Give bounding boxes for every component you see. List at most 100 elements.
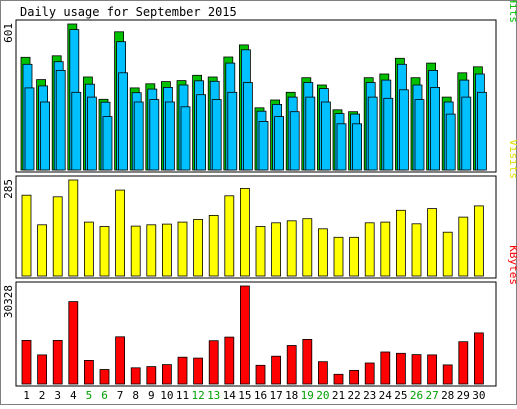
bar-visits-22-0 — [349, 236, 360, 277]
bar-kbytes-27-0 — [427, 354, 438, 385]
bar-kbytes-2-0 — [37, 354, 47, 385]
bar-hits-27-2 — [430, 87, 441, 171]
bar-hits-23-2 — [367, 96, 378, 171]
day-label-9: 9 — [148, 389, 155, 402]
bar-visits-10-0 — [161, 223, 172, 277]
bar-visits-6-0 — [99, 226, 110, 277]
bar-visits-25-0 — [395, 209, 406, 277]
bar-kbytes-6-0 — [99, 369, 110, 385]
bar-visits-5-0 — [84, 221, 94, 277]
bar-hits-25-2 — [398, 89, 409, 171]
bar-hits-20-2 — [320, 101, 331, 171]
day-label-28: 28 — [441, 389, 454, 402]
bar-hits-1-2 — [24, 87, 35, 171]
day-label-17: 17 — [269, 389, 282, 402]
bar-kbytes-13-0 — [208, 340, 219, 385]
day-labels: 1 2 3 4 5 6 7 8 9 10 11 12 13 14 15 16 17 18 19 20 21 22 23 24 2… — [23, 389, 485, 402]
bar-kbytes-22-0 — [349, 369, 360, 385]
day-label-19: 19 — [301, 389, 314, 402]
chart-title: Daily usage for September 2015 — [20, 5, 237, 19]
panel-visits: 285 Visits — [2, 139, 517, 279]
day-label-29: 29 — [457, 389, 470, 402]
ymax-label: 285 — [2, 179, 15, 199]
day-label-2: 2 — [39, 389, 46, 402]
bar-kbytes-7-0 — [115, 336, 125, 385]
bar-kbytes-30-0 — [473, 332, 484, 385]
ylabel-part: Hits — [507, 0, 517, 23]
ylabel-hits: Pages/Files/Hits — [507, 0, 517, 23]
bar-visits-20-0 — [317, 228, 328, 277]
bar-kbytes-4-0 — [68, 301, 79, 385]
bar-visits-14-0 — [224, 195, 235, 277]
bar-hits-18-2 — [289, 111, 300, 171]
bar-visits-19-0 — [302, 218, 313, 277]
chart-panels: 601 Pages/Files/Hits 285 Visits 30328 KBytes — [2, 0, 517, 387]
bar-visits-24-0 — [380, 221, 391, 277]
bar-hits-17-2 — [274, 116, 285, 171]
bar-hits-24-2 — [383, 97, 394, 171]
day-label-1: 1 — [23, 389, 30, 402]
day-label-3: 3 — [54, 389, 61, 402]
day-label-7: 7 — [117, 389, 124, 402]
bar-hits-5-2 — [87, 96, 97, 171]
bar-visits-21-0 — [333, 236, 344, 277]
bar-kbytes-29-0 — [458, 341, 469, 385]
bar-hits-22-2 — [352, 123, 363, 171]
bar-kbytes-1-0 — [21, 339, 32, 385]
bar-kbytes-11-0 — [177, 356, 188, 385]
bar-hits-19-2 — [305, 96, 316, 171]
bar-visits-8-0 — [130, 225, 141, 277]
day-label-18: 18 — [285, 389, 298, 402]
bar-visits-16-0 — [255, 226, 266, 277]
bar-kbytes-26-0 — [411, 354, 422, 385]
bar-kbytes-12-0 — [193, 357, 204, 385]
bar-visits-3-0 — [52, 196, 63, 277]
bar-hits-10-2 — [164, 101, 175, 171]
bar-hits-9-2 — [149, 99, 160, 171]
panel-kbytes: 30328 KBytes — [2, 245, 517, 387]
day-label-22: 22 — [347, 389, 360, 402]
bar-kbytes-28-0 — [442, 364, 453, 385]
day-label-26: 26 — [410, 389, 423, 402]
bar-visits-30-0 — [473, 205, 484, 277]
bar-visits-23-0 — [364, 222, 375, 277]
bar-visits-27-0 — [427, 208, 438, 277]
bar-hits-30-2 — [476, 91, 487, 171]
day-label-20: 20 — [316, 389, 329, 402]
ylabel-part: Visits — [507, 139, 517, 179]
bar-hits-2-2 — [40, 101, 50, 171]
day-label-12: 12 — [191, 389, 204, 402]
bar-visits-2-0 — [37, 224, 47, 277]
day-label-27: 27 — [425, 389, 438, 402]
bar-hits-16-2 — [258, 121, 269, 171]
ymax-label: 601 — [2, 23, 15, 43]
bar-kbytes-8-0 — [130, 367, 141, 385]
day-label-15: 15 — [238, 389, 251, 402]
bar-visits-7-0 — [115, 189, 125, 277]
day-label-16: 16 — [254, 389, 267, 402]
bar-hits-21-2 — [336, 123, 347, 171]
day-label-4: 4 — [70, 389, 77, 402]
bar-kbytes-20-0 — [317, 361, 328, 385]
bar-hits-28-2 — [445, 113, 456, 171]
bar-kbytes-9-0 — [146, 366, 157, 385]
bar-kbytes-5-0 — [84, 359, 94, 385]
ylabel-part: KBytes — [507, 245, 517, 285]
bar-kbytes-10-0 — [161, 364, 172, 385]
day-label-10: 10 — [160, 389, 173, 402]
bar-hits-15-2 — [242, 82, 253, 171]
bar-kbytes-16-0 — [255, 364, 266, 385]
bar-visits-15-0 — [239, 187, 250, 277]
bar-hits-13-2 — [211, 99, 222, 171]
bar-hits-7-2 — [118, 72, 128, 171]
bar-hits-3-2 — [55, 70, 66, 171]
bar-visits-28-0 — [442, 231, 453, 277]
day-label-25: 25 — [394, 389, 407, 402]
day-label-14: 14 — [223, 389, 237, 402]
bar-kbytes-25-0 — [395, 352, 406, 385]
ylabel-visits: Visits — [507, 139, 517, 179]
bar-kbytes-18-0 — [286, 345, 297, 385]
bar-hits-12-2 — [196, 94, 207, 171]
day-label-21: 21 — [332, 389, 345, 402]
